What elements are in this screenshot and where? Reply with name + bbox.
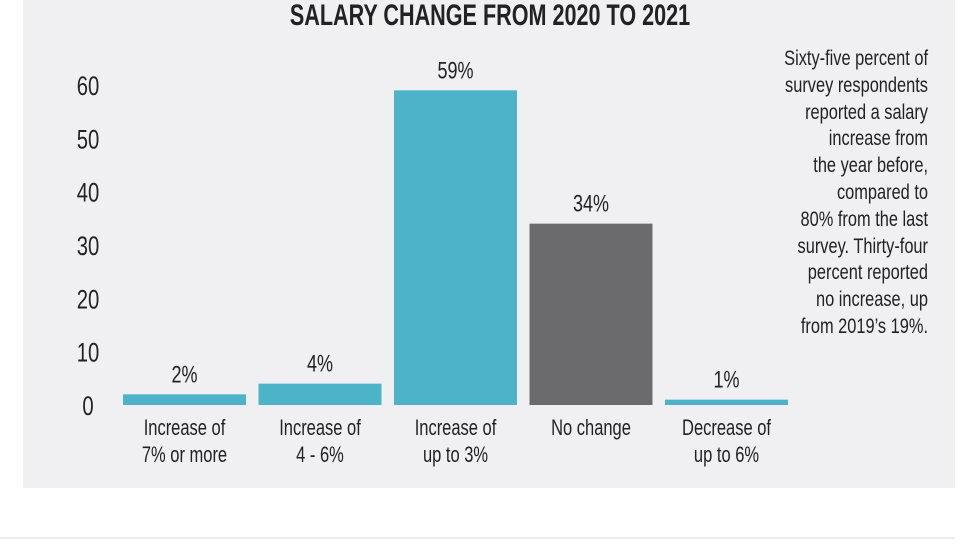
bar: [123, 394, 246, 405]
y-tick-label: 30: [77, 231, 100, 262]
x-tick-label: No change: [551, 416, 631, 441]
y-tick-label: 40: [77, 178, 100, 209]
bar: [665, 399, 788, 405]
x-tick-label: up to 3%: [423, 443, 488, 468]
x-tick-label: 7% or more: [142, 443, 227, 468]
chart-title: SALARY CHANGE FROM 2020 TO 2021: [290, 0, 690, 32]
x-tick-label: up to 6%: [694, 443, 759, 468]
data-label: 34%: [573, 191, 609, 217]
x-tick-label: Increase of: [144, 416, 226, 441]
bar: [258, 383, 382, 405]
x-tick-label: 4 - 6%: [296, 443, 344, 468]
y-tick-label: 20: [77, 285, 100, 316]
data-label: 1%: [713, 367, 739, 393]
x-tick-label: Increase of: [415, 416, 497, 441]
y-tick-label: 0: [82, 391, 93, 422]
x-tick-label: Increase of: [279, 416, 361, 441]
y-tick-label: 50: [77, 125, 100, 156]
y-tick-label: 60: [77, 71, 100, 102]
data-label: 59%: [437, 58, 473, 84]
bar: [394, 90, 517, 405]
y-tick-label: 10: [77, 338, 100, 369]
annotation-text: Sixty-five percent of survey respondents…: [784, 47, 928, 338]
bar: [529, 223, 653, 405]
divider: [0, 537, 955, 539]
x-tick-label: Decrease of: [682, 416, 771, 441]
data-label: 2%: [171, 362, 197, 388]
data-label: 4%: [307, 351, 333, 377]
